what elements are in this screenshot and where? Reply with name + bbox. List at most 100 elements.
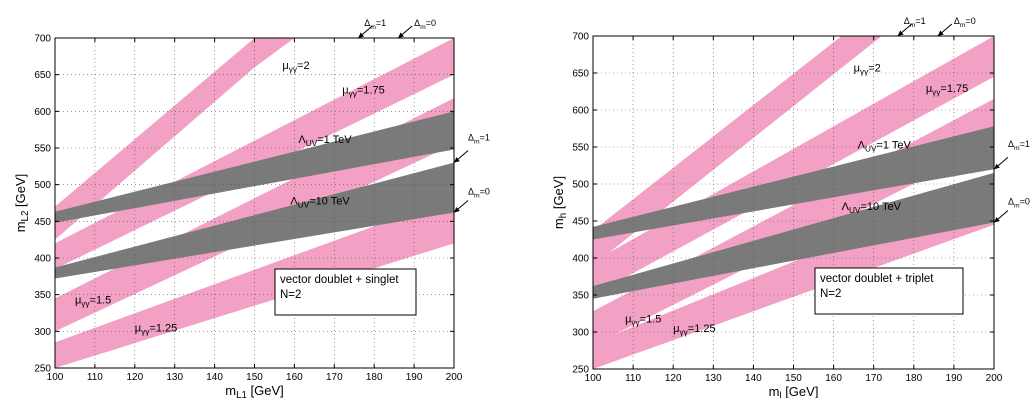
x-tick-label: 170 [865, 373, 882, 384]
y-axis-label-main: m [551, 218, 566, 229]
delta-m-label-3-rest: =0 [1020, 196, 1030, 206]
arrow-head [358, 32, 365, 38]
band-label-0-rest: =2 [868, 63, 881, 75]
band-label-2-main: μ [75, 294, 81, 306]
x-tick-label: 150 [246, 372, 263, 383]
y-tick-label: 700 [34, 34, 51, 45]
delta-m-label-1-rest: =0 [966, 16, 976, 26]
band-label-0: μγγ=2 [282, 60, 309, 74]
delta-m-label-0: Δm=1 [364, 18, 386, 31]
x-tick-label: 180 [366, 372, 383, 383]
band-label-0-sub: γγ [860, 68, 869, 77]
band-label-5-sub: UV [849, 206, 861, 215]
x-tick-label: 200 [446, 372, 463, 383]
delta-m-label-1-main: Δ [414, 18, 420, 28]
arrow-head [454, 207, 460, 213]
legend-box-line: vector doublet + singlet [280, 274, 399, 286]
band-label-0-main: μ [854, 63, 860, 75]
y-axis-label: mh [GeV] [551, 176, 569, 229]
arrow-head [994, 163, 1000, 170]
y-tick-label: 400 [572, 254, 589, 265]
band-label-3-rest: =1.25 [149, 322, 177, 334]
delta-m-label-3: Δm=0 [1008, 196, 1030, 209]
band-label-3-rest: =1.25 [688, 323, 716, 335]
arrow-head [937, 30, 944, 36]
x-tick-label: 190 [946, 373, 963, 384]
arrow-head [897, 30, 904, 36]
y-tick-label: 650 [34, 70, 51, 81]
band-label-0-rest: =2 [297, 60, 310, 72]
band-label-5-sub: UV [298, 200, 310, 209]
band-label-5-rest: =10 TeV [309, 195, 350, 207]
bands-group [593, 36, 994, 369]
y-tick-label: 600 [572, 106, 589, 117]
delta-m-label-1: Δm=0 [414, 18, 436, 31]
delta-m-label-0-rest: =1 [915, 16, 925, 26]
y-tick-label: 500 [572, 180, 589, 191]
x-tick-label: 110 [625, 373, 641, 384]
band-label-3: μγγ=1.25 [673, 323, 715, 337]
band-label-4-main: Λ [858, 139, 866, 151]
band-label-0-main: μ [282, 60, 288, 72]
delta-m-label-1-main: Δ [954, 16, 960, 26]
band-label-4-sub: UV [306, 139, 318, 148]
y-tick-label: 350 [34, 290, 51, 301]
x-tick-label: 150 [785, 373, 802, 384]
band-label-4-main: Λ [298, 134, 306, 146]
band-label-4-rest: =1 TeV [876, 139, 911, 151]
delta-m-label-2: Δm=1 [1008, 139, 1030, 152]
y-axis-label-rest: [GeV] [551, 176, 566, 213]
band-label-2-rest: =1.5 [640, 313, 662, 325]
x-tick-label: 180 [905, 373, 922, 384]
legend-box [274, 268, 417, 316]
x-axis-label-main: m [225, 383, 236, 398]
x-tick-label: 120 [126, 372, 143, 383]
y-axis-label-sub: L2 [20, 211, 31, 222]
delta-m-label-1-rest: =0 [426, 18, 436, 28]
y-axis-label-rest: [GeV] [13, 174, 28, 211]
band-label-3: μγγ=1.25 [135, 322, 177, 336]
x-axis-label: ml [GeV] [769, 384, 819, 398]
band-label-2-main: μ [625, 313, 631, 325]
delta-m-label-2-sub: m [474, 139, 480, 146]
delta-m-label-2-main: Δ [468, 133, 474, 143]
band-label-3-main: μ [673, 323, 679, 335]
band-label-2-sub: γγ [631, 318, 640, 327]
delta-m-label-0: Δm=1 [904, 16, 926, 29]
delta-m-label-1-sub: m [960, 22, 966, 29]
delta-m-label-1: Δm=0 [954, 16, 976, 29]
x-axis-label-main: m [769, 384, 780, 398]
band-label-4-rest: =1 TeV [317, 134, 352, 146]
x-axis-label-sub: L1 [236, 390, 247, 398]
x-tick-label: 110 [87, 372, 103, 383]
x-axis-label-sub: l [779, 391, 781, 398]
delta-m-label-3-sub: m [1014, 202, 1020, 209]
band-label-0-sub: γγ [289, 65, 298, 74]
x-tick-label: 190 [406, 372, 423, 383]
y-tick-label: 350 [572, 291, 589, 302]
legend-box-line: N=2 [820, 288, 841, 300]
delta-m-label-2: Δm=1 [468, 133, 490, 146]
delta-m-label-3-main: Δ [1008, 196, 1014, 206]
delta-m-label-3: Δm=0 [468, 187, 490, 200]
x-axis-label: mL1 [GeV] [225, 383, 284, 398]
y-tick-label: 250 [572, 365, 589, 376]
mu-band-1 [55, 38, 454, 269]
x-tick-label: 160 [286, 372, 303, 383]
band-label-1-main: μ [926, 83, 932, 95]
y-tick-label: 250 [34, 364, 51, 375]
grid-lines [593, 36, 994, 369]
band-label-3-main: μ [135, 322, 141, 334]
x-tick-label: 140 [745, 373, 762, 384]
band-label-1: μγγ=1.75 [926, 83, 968, 97]
delta-m-label-0-main: Δ [364, 18, 370, 28]
x-tick-label: 160 [825, 373, 842, 384]
delta-m-label-0-rest: =1 [376, 18, 386, 28]
x-axis-label-rest: [GeV] [782, 384, 819, 398]
delta-m-label-0-main: Δ [904, 16, 910, 26]
band-label-3-sub: γγ [141, 327, 150, 336]
lambda-band-5 [55, 162, 454, 279]
band-label-1-sub: γγ [932, 88, 941, 97]
band-label-3-sub: γγ [680, 328, 689, 337]
delta-m-label-3-sub: m [474, 193, 480, 200]
